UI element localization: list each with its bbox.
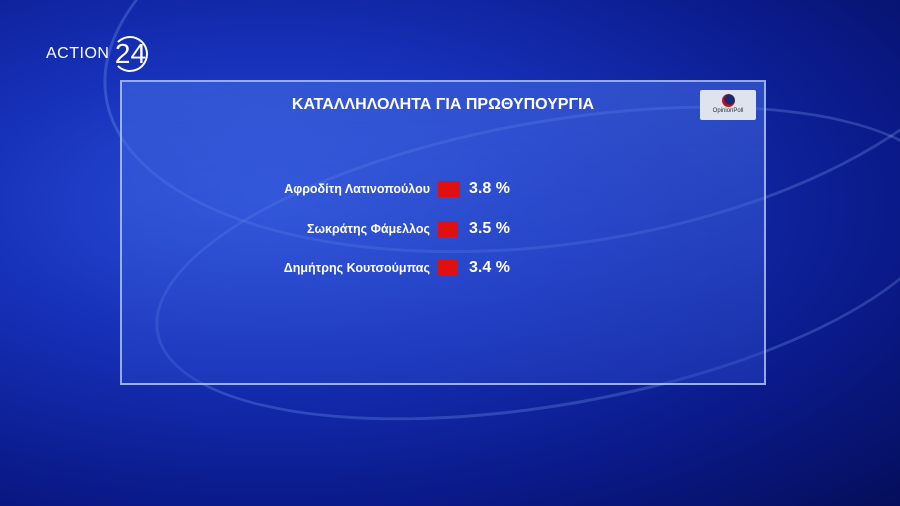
bar-row: Δημήτρης Κουτσούμπας 3.4 %	[122, 259, 764, 277]
opinionpoll-logo-icon	[721, 94, 735, 107]
logo-number: 24	[112, 36, 149, 72]
category-label: Δημήτρης Κουτσούμπας	[283, 261, 430, 275]
chart-panel: ΚΑΤΑΛΛΗΛΟΛΗΤΑ ΓΙΑ ΠΡΩΘΥΠΟΥΡΓΙΑ OpinionPo…	[120, 80, 766, 385]
channel-logo: ACTION 24	[46, 36, 149, 72]
chart-title: ΚΑΤΑΛΛΗΛΟΛΗΤΑ ΓΙΑ ΠΡΩΘΥΠΟΥΡΓΙΑ	[291, 96, 595, 113]
opinionpoll-logo: OpinionPoll	[700, 90, 756, 120]
pollster-name: OpinionPoll	[712, 108, 744, 114]
category-label: Σωκράτης Φάμελλος	[306, 222, 430, 236]
bar	[438, 221, 459, 237]
logo-text: ACTION	[46, 45, 110, 62]
bar	[438, 181, 461, 197]
value-label: 3.4 %	[469, 259, 510, 276]
category-label: Αφροδίτη Λατινοπούλου	[284, 182, 430, 196]
bar-row: Σωκράτης Φάμελλος 3.5 %	[122, 220, 764, 238]
value-label: 3.8 %	[469, 180, 510, 197]
value-label: 3.5 %	[469, 220, 510, 237]
bar-row: Αφροδίτη Λατινοπούλου 3.8 %	[122, 180, 764, 198]
bar	[438, 260, 458, 276]
